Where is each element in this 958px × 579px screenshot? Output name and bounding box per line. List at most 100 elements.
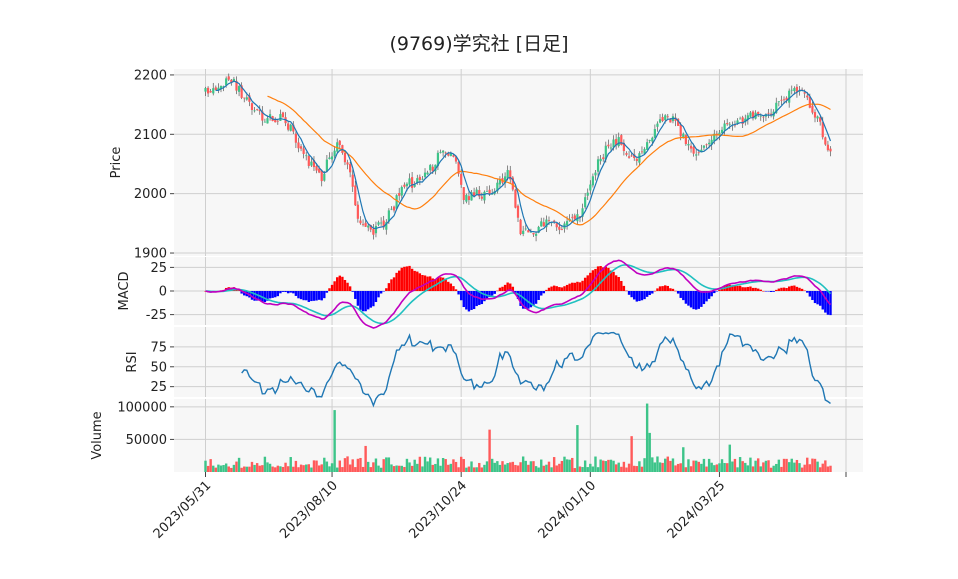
macd-hist-bar bbox=[408, 265, 411, 291]
candle-body bbox=[315, 165, 318, 171]
volume-bar bbox=[459, 456, 463, 472]
volume-bar bbox=[617, 462, 620, 472]
volume-bar bbox=[630, 436, 633, 472]
candle-body bbox=[364, 222, 367, 227]
macd-hist-bar bbox=[519, 291, 522, 306]
volume-bar bbox=[571, 457, 574, 472]
candle-body bbox=[470, 192, 473, 201]
candle-body bbox=[643, 148, 646, 154]
macd-hist-bar bbox=[506, 282, 509, 291]
candle-body bbox=[325, 159, 328, 172]
volume-bar bbox=[219, 465, 223, 472]
volume-bar bbox=[803, 464, 806, 472]
macd-hist-bar bbox=[620, 280, 623, 291]
candle-body bbox=[418, 176, 421, 180]
candle-body bbox=[803, 92, 806, 94]
candle-body bbox=[591, 176, 594, 186]
macd-hist-bar bbox=[268, 291, 272, 299]
volume-bar bbox=[217, 464, 220, 472]
volume-bar bbox=[682, 447, 685, 472]
macd-hist-bar bbox=[542, 291, 546, 294]
candle-body bbox=[245, 97, 248, 100]
candle-body bbox=[387, 210, 390, 222]
macd-hist-bar bbox=[749, 286, 752, 291]
candle-body bbox=[689, 145, 693, 149]
volume-bar bbox=[374, 458, 378, 472]
macd-hist-bar bbox=[410, 268, 414, 291]
candle-body bbox=[651, 137, 654, 142]
macd-hist-bar bbox=[403, 266, 406, 291]
candle-body bbox=[540, 221, 543, 227]
macd-hist-bar bbox=[658, 286, 662, 291]
macd-hist-bar bbox=[488, 291, 491, 298]
volume-bar bbox=[718, 463, 721, 472]
xtick-label-1: 2023/08/10 bbox=[277, 478, 341, 542]
candle-body bbox=[573, 215, 576, 220]
macd-hist-bar bbox=[674, 290, 677, 292]
candle-body bbox=[333, 150, 336, 157]
candle-body bbox=[710, 139, 713, 145]
macd-hist-bar bbox=[276, 291, 280, 297]
candle-body bbox=[408, 178, 411, 185]
macd-hist-bar bbox=[529, 291, 533, 308]
candle-body bbox=[785, 97, 788, 101]
macd-hist-bar bbox=[710, 291, 713, 297]
candle-body bbox=[462, 187, 465, 201]
candle-body bbox=[328, 157, 331, 160]
candle-body bbox=[666, 116, 669, 118]
volume-bar bbox=[421, 466, 424, 472]
macd-hist-bar bbox=[738, 285, 742, 291]
volume-bar bbox=[612, 460, 615, 472]
candle-body bbox=[602, 157, 605, 160]
volume-bar bbox=[465, 467, 468, 472]
macd-hist-bar bbox=[336, 277, 339, 291]
candle-body bbox=[483, 191, 486, 201]
candle-body bbox=[677, 118, 680, 126]
volume-bar bbox=[772, 465, 775, 472]
macd-hist-bar bbox=[622, 285, 626, 291]
volume-bar bbox=[413, 459, 416, 472]
volume-bar bbox=[640, 466, 644, 472]
volume-bar bbox=[519, 462, 522, 472]
xtick-label-2: 2023/10/24 bbox=[406, 478, 470, 542]
candle-body bbox=[682, 133, 685, 139]
macd-hist-bar bbox=[263, 291, 267, 303]
macd-hist-bar bbox=[806, 291, 809, 293]
macd-hist-bar bbox=[576, 281, 579, 291]
volume-bar bbox=[816, 461, 819, 472]
candle-body bbox=[599, 158, 602, 162]
candle-body bbox=[612, 139, 615, 148]
volume-bar bbox=[731, 461, 734, 472]
volume-bar bbox=[348, 464, 352, 472]
volume-bar bbox=[266, 462, 269, 472]
candle-body bbox=[646, 142, 649, 150]
volume-bar bbox=[795, 459, 799, 472]
candle-body bbox=[457, 161, 460, 174]
volume-bar bbox=[488, 429, 491, 472]
candle-body bbox=[230, 79, 233, 83]
candle-body bbox=[359, 220, 362, 224]
volume-bar bbox=[720, 459, 724, 472]
macd-hist-bar bbox=[521, 291, 525, 309]
macd-hist-bar bbox=[382, 291, 385, 292]
ma-long-line bbox=[267, 95, 831, 226]
volume-bar bbox=[664, 458, 667, 472]
candle-body bbox=[658, 119, 662, 123]
candle-body bbox=[442, 150, 445, 153]
candle-body bbox=[524, 228, 527, 230]
volume-bar bbox=[395, 465, 398, 472]
macd-hist-bar bbox=[813, 291, 817, 304]
rsi-ylabel: RSI bbox=[125, 351, 140, 372]
volume-bar bbox=[271, 466, 274, 472]
macd-hist-bar bbox=[565, 284, 569, 291]
macd-hist-bar bbox=[359, 291, 362, 310]
candle-body bbox=[553, 220, 556, 222]
macd-hist-bar bbox=[444, 279, 447, 291]
candle-body bbox=[237, 86, 241, 92]
volume-bar bbox=[341, 467, 344, 472]
candle-body bbox=[312, 160, 316, 168]
rsi-ytick-label-1: 50 bbox=[150, 360, 167, 375]
macd-hist-bar bbox=[697, 291, 700, 309]
volume-bar bbox=[661, 462, 664, 472]
volume-bar bbox=[524, 460, 527, 472]
